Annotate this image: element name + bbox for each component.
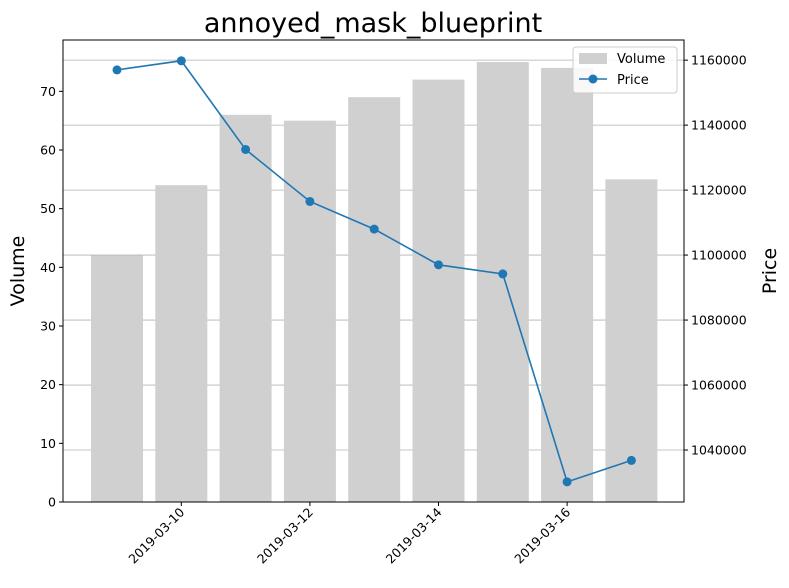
left-tick-label: 40 [40,260,56,275]
plot-frame [62,39,685,503]
x-tick-label: 2019-03-16 [511,504,573,566]
left-tick-label: 20 [40,377,56,392]
left-tick-label: 0 [48,495,56,510]
volume-bar [219,114,272,503]
price-point [176,56,186,66]
x-tick-label: 2019-03-14 [383,504,445,566]
left-tick-label: 30 [40,319,56,334]
legend: Volume Price [572,46,678,94]
right-tick-label: 1100000 [691,248,747,263]
volume-bar [348,97,401,502]
chart-title: annoyed_mask_blueprint [204,8,542,39]
volume-bars [91,62,658,503]
right-tick-label: 1060000 [691,378,747,393]
volume-bar [412,79,465,502]
left-axis-title: Volume [7,236,29,307]
price-point [112,65,122,75]
x-tick-label: 2019-03-10 [125,504,187,566]
price-point [626,455,636,465]
left-tick-label: 50 [40,201,56,216]
price-point [369,224,379,234]
right-axis: 1040000 1060000 1080000 1100000 1120000 11400… [684,53,747,458]
volume-bar [283,120,336,503]
volume-bar [155,185,208,502]
left-axis: 0 10 20 30 40 50 60 70 [40,84,63,510]
right-axis-title: Price [759,248,781,294]
price-point [241,144,251,154]
right-tick-label: 1040000 [691,443,747,458]
left-tick-label: 70 [40,84,56,99]
price-point [434,260,443,270]
price-point [305,196,315,206]
price-line [112,56,636,487]
left-tick-label: 60 [40,143,56,158]
legend-label-price: Price [617,73,649,88]
x-tick-label: 2019-03-12 [254,505,316,567]
left-tick-label: 10 [40,436,56,451]
price-point [562,477,572,487]
right-tick-label: 1120000 [691,183,747,198]
volume-bar [91,255,143,502]
volume-bar [476,62,529,502]
right-tick-label: 1080000 [691,313,747,328]
legend-marker-price [588,74,598,84]
volume-bar [605,179,658,503]
right-tick-label: 1160000 [691,53,747,68]
price-point [498,269,508,279]
legend-swatch-volume [579,53,607,64]
x-axis: 2019-03-10 2019-03-12 2019-03-14 2019-03-16 [125,502,573,566]
right-tick-label: 1140000 [691,118,747,133]
legend-label-volume: Volume [617,52,665,67]
volume-bar [541,67,594,502]
